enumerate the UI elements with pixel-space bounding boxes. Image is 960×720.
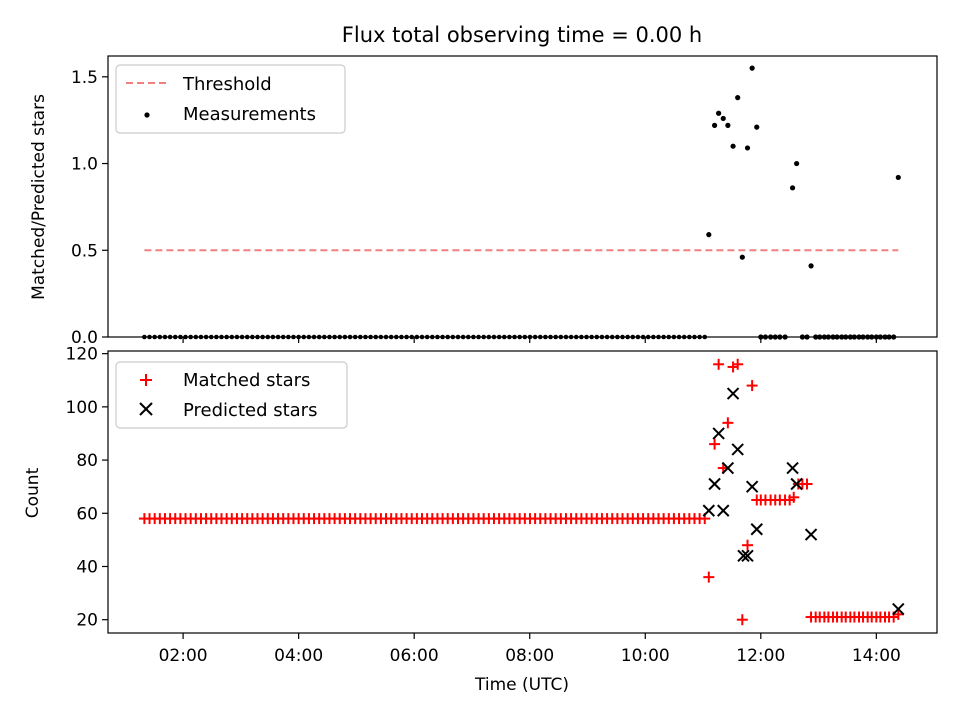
legend-matched-label: Matched stars xyxy=(183,370,310,391)
legend-threshold-label: Threshold xyxy=(182,74,272,95)
measurement-point xyxy=(730,143,736,149)
bottom-x-tick-label: 12:00 xyxy=(736,646,785,666)
matched-star-point xyxy=(788,491,800,503)
bottom-x-tick-label: 02:00 xyxy=(159,646,208,666)
matched-star-point xyxy=(722,417,734,429)
measurement-point xyxy=(794,160,800,167)
matched-star-point xyxy=(742,539,754,551)
bottom-y-tick-label: 100 xyxy=(66,398,98,418)
chart-title: Flux total observing time = 0.00 h xyxy=(342,23,702,47)
predicted-star-point xyxy=(717,504,730,517)
measurement-point xyxy=(808,263,814,269)
matched-star-point xyxy=(892,608,904,620)
top-y-ticks: 0.0 0.5 1.0 1.5 xyxy=(71,68,108,348)
predicted-star-point xyxy=(745,480,759,493)
bottom-y-tick-label: 120 xyxy=(66,345,98,365)
measurement-point xyxy=(749,65,755,71)
bottom-x-ticks: 02:00 04:00 06:00 08:00 10:00 12:00 14:00 xyxy=(159,633,901,666)
bottom-y-tick-label: 80 xyxy=(76,451,98,471)
predicted-star-point xyxy=(726,387,740,400)
top-y-tick-label: 1.5 xyxy=(71,68,98,88)
measurement-point xyxy=(735,95,741,101)
legend-matched-swatch xyxy=(140,374,152,386)
predicted-star-point xyxy=(790,477,803,491)
bottom-panel: 20 40 60 80 100 120 02:00 04:00 06:00 08:00 10:00… xyxy=(23,345,938,695)
bottom-x-tick-label: 14:00 xyxy=(852,646,901,666)
predicted-star-point xyxy=(786,461,799,475)
measurement-point xyxy=(754,124,760,130)
legend-measurements-label: Measurements xyxy=(183,104,316,125)
predicted-star-point xyxy=(737,549,750,563)
matched-star-point xyxy=(709,438,721,450)
top-y-tick-label: 1.0 xyxy=(71,155,98,175)
measurement-point xyxy=(720,115,726,122)
matched-star-point xyxy=(732,358,744,370)
bottom-y-tick-label: 40 xyxy=(76,557,98,577)
top-panel: 0.0 0.5 1.0 1.5 Matched/Predicted stars Thr… xyxy=(29,55,938,348)
top-legend-box xyxy=(115,64,346,134)
bottom-axes-frame xyxy=(107,350,938,634)
bottom-x-tick-label: 04:00 xyxy=(274,646,323,666)
measurement-point xyxy=(706,232,712,238)
matched-star-point xyxy=(746,380,758,392)
measurement-point xyxy=(725,122,731,128)
top-y-tick-label: 0.5 xyxy=(71,241,98,261)
matched-star-point xyxy=(703,571,715,583)
top-axes-frame xyxy=(107,55,938,338)
top-x-ticks xyxy=(182,337,877,343)
measurement-point xyxy=(739,254,745,260)
bottom-y-tick-label: 60 xyxy=(76,504,98,524)
measurement-point xyxy=(744,145,751,151)
bottom-y-ticks: 20 40 60 80 100 120 xyxy=(66,345,108,631)
measurement-point xyxy=(711,122,718,128)
matched-star-point xyxy=(713,358,725,370)
matched-star-point xyxy=(736,614,748,626)
measurement-point xyxy=(789,185,796,191)
bottom-x-tick-label: 08:00 xyxy=(505,646,554,666)
matched-star-point xyxy=(801,478,813,490)
predicted-star-point xyxy=(702,504,716,517)
predicted-star-point xyxy=(731,443,744,456)
predicted-star-point xyxy=(741,549,754,563)
predicted-star-point xyxy=(712,427,725,440)
x-axis-label: Time (UTC) xyxy=(474,675,569,695)
legend-measurements-swatch xyxy=(144,112,150,118)
legend-predicted-label: Predicted stars xyxy=(183,400,317,421)
bottom-x-tick-label: 10:00 xyxy=(621,646,670,666)
predicted-star-point xyxy=(708,477,721,491)
predicted-star-point xyxy=(804,528,818,541)
predicted-star-point xyxy=(892,602,905,616)
bottom-legend: Matched stars Predicted stars xyxy=(115,361,348,429)
predicted-star-point xyxy=(750,523,763,536)
top-y-tick-label: 0.0 xyxy=(71,328,98,348)
bottom-y-axis-label: Count xyxy=(23,467,43,518)
legend-predicted-swatch xyxy=(139,402,153,416)
predicted-star-point xyxy=(721,461,735,475)
measurement-point xyxy=(895,174,901,181)
bottom-x-tick-label: 06:00 xyxy=(390,646,439,666)
bottom-legend-box xyxy=(115,361,348,429)
measurement-point xyxy=(716,110,722,116)
bottom-y-tick-label: 20 xyxy=(76,611,98,631)
bottom-plot-area xyxy=(138,358,905,626)
top-legend: Threshold Measurements xyxy=(115,64,346,134)
top-y-axis-label: Matched/Predicted stars xyxy=(29,94,49,300)
